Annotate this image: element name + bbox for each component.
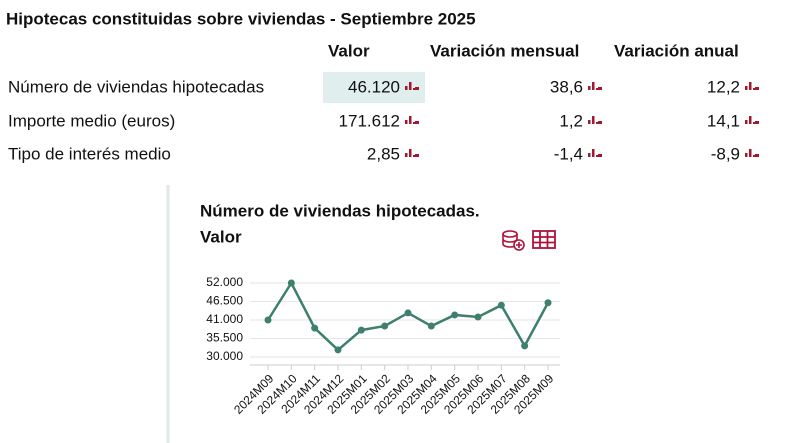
icon-base [755,121,759,124]
highlight-cell [323,72,425,103]
icon-bar [596,155,599,157]
icon-bar [405,86,408,90]
bar-chart-icon[interactable] [405,116,419,124]
column-header: Variación mensual [430,41,579,60]
cell-value: 12,2 [707,77,740,96]
bar-chart-icon[interactable] [405,82,419,90]
data-point [474,313,482,321]
y-tick-label: 35.500 [206,331,243,345]
bar-chart-icon[interactable] [745,116,759,124]
y-tick-label: 52.000 [206,275,243,289]
bar-chart-icon[interactable] [588,149,602,157]
cell-value: 38,6 [550,77,583,96]
row-label: Tipo de interés medio [8,144,171,163]
icon-bar [745,86,748,90]
icon-bar [596,88,599,90]
data-point [497,301,505,309]
icon-base [415,87,419,90]
column-header: Valor [328,41,370,60]
icon-base [415,121,419,124]
data-point [381,322,389,330]
icon-bar [409,82,412,90]
data-point [427,322,435,330]
bar-chart-icon[interactable] [588,82,602,90]
cell-value: 46.120 [348,77,400,96]
icon-bar [405,153,408,157]
data-point [544,299,552,307]
bar-chart-icon[interactable] [405,149,419,157]
cell-value: -8,9 [711,144,740,163]
icon-bar [753,155,756,157]
bar-chart-icon[interactable] [745,82,759,90]
icon-base [598,87,602,90]
cell-value: 2,85 [367,144,400,163]
icon-bar [588,86,591,90]
icon-bar [753,88,756,90]
data-point [451,311,459,319]
cell-value: 14,1 [707,111,740,130]
icon-bar [592,116,595,124]
data-point [311,324,319,332]
icon-base [598,121,602,124]
icon-bar [409,149,412,157]
data-point [287,279,295,287]
icon-bar [596,122,599,124]
icon-bar [753,122,756,124]
download-icon[interactable] [502,230,525,251]
series-line [266,280,550,352]
icon-bar [745,153,748,157]
data-point [521,342,529,350]
icon-bar [745,120,748,124]
icon-bar [749,149,752,157]
table-icon[interactable] [532,230,556,249]
cell-value: 171.612 [339,111,400,130]
y-tick-label: 46.500 [206,294,243,308]
y-tick-label: 41.000 [206,312,243,326]
icon-base [755,154,759,157]
icon-bar [749,82,752,90]
icon-bar [592,149,595,157]
icon-bar [413,155,416,157]
data-point [357,326,365,334]
page-title: Hipotecas constituidas sobre viviendas -… [6,9,476,28]
y-tick-label: 30.000 [206,349,243,363]
icon-base [415,154,419,157]
icon-base [598,154,602,157]
data-point [404,309,412,317]
cell-value: 1,2 [559,111,583,130]
cell-value: -1,4 [554,144,583,163]
column-header: Variación anual [614,41,739,60]
icon-bar [409,116,412,124]
row-label: Importe medio (euros) [8,111,175,130]
chart-subtitle: Valor [200,227,242,246]
icon-base [755,87,759,90]
icon-bar [588,120,591,124]
data-point [334,346,342,354]
bar-chart-icon[interactable] [745,149,759,157]
icon-bar [749,116,752,124]
icon-bar [592,82,595,90]
icon-bar [588,153,591,157]
row-label: Número de viviendas hipotecadas [8,77,264,96]
icon-bar [405,120,408,124]
bar-chart-icon[interactable] [588,116,602,124]
data-point [264,316,272,324]
icon-bar [413,88,416,90]
chart-title: Número de viviendas hipotecadas. [200,201,480,220]
icon-bar [413,122,416,124]
